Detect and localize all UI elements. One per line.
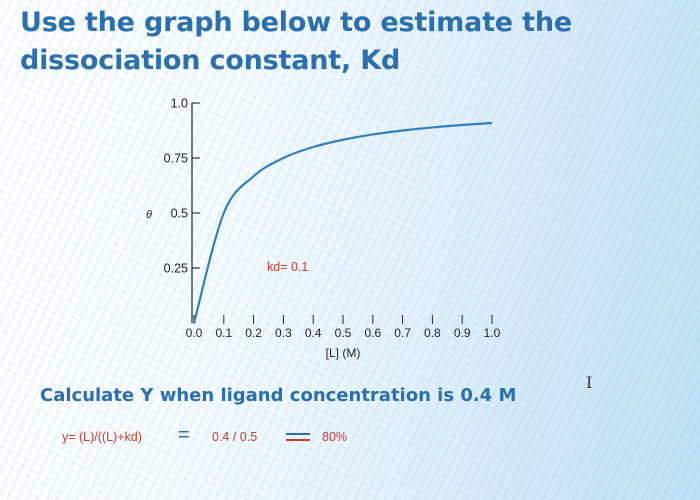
x-ticks: 0.0 0.1 0.2 0.3 0.4 0.5 0.6 0.7 0.8 0.9 1.0 [186,315,501,340]
x-tick-label: 1.0 [484,326,501,340]
y-tick-label: 0.5 [171,207,188,221]
page-title: Use the graph below to estimate the diss… [20,7,572,76]
x-tick-label: 0.9 [454,326,471,340]
x-tick-label: 0.5 [335,326,352,340]
question-text: Calculate Y when ligand concentration is… [40,385,517,406]
kd-annotation: kd= 0.1 [267,260,308,274]
y-ticks: 1.0 0.75 0.5 0.25 [164,97,200,276]
x-tick-label: 0.8 [424,326,441,340]
x-tick-label: 0.0 [186,326,203,340]
x-tick-label: 0.4 [305,326,322,340]
x-axis-label: [L] (M) [326,346,361,360]
equals-sign-colored [286,431,310,443]
x-tick-label: 0.6 [364,326,381,340]
y-axis-symbol: θ [146,209,152,221]
result-text: 80% [322,430,348,444]
x-tick-label: 0.3 [275,326,292,340]
x-tick-label: 0.2 [245,326,262,340]
y-tick-label: 1.0 [171,97,188,111]
y-tick-label: 0.25 [164,262,188,276]
formula-text: y= (L)/((L)+kd) [62,430,142,444]
x-tick-label: 0.1 [215,326,232,340]
y-tick-label: 0.75 [164,152,188,166]
x-tick-label: 0.7 [394,326,411,340]
text-cursor-icon: I [586,373,593,392]
computation-text: 0.4 / 0.5 [212,430,258,444]
series-line [192,121,493,324]
equals-sign: = [178,424,190,446]
